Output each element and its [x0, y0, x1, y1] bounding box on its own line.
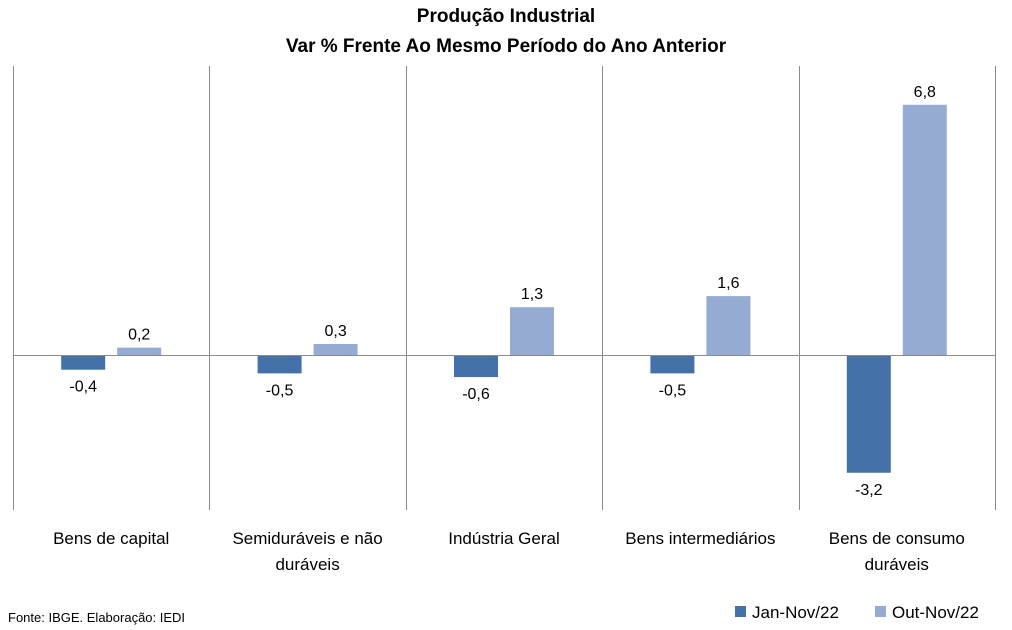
category-label: Indústria Geral: [448, 529, 560, 548]
category-label: Bens de consumo: [829, 529, 965, 548]
bar-out-nov: [117, 347, 162, 355]
data-label: -0,5: [266, 382, 294, 399]
data-label: -0,4: [69, 379, 97, 396]
bar-jan-nov: [61, 355, 106, 370]
chart-subtitle: Var % Frente Ao Mesmo Período do Ano Ant…: [285, 36, 727, 57]
bar-out-nov: [510, 307, 554, 355]
data-label: -0,6: [462, 386, 490, 403]
category-label: Bens de capital: [53, 529, 169, 548]
data-label: 1,3: [521, 286, 543, 303]
data-label: 6,8: [914, 84, 936, 101]
data-label: 0,3: [324, 323, 346, 340]
data-label: 1,6: [717, 275, 739, 292]
legend-label: Out-Nov/22: [892, 603, 979, 622]
chart-title: Produção Industrial: [416, 6, 596, 27]
legend-label: Jan-Nov/22: [752, 603, 839, 622]
bar-jan-nov: [846, 355, 891, 473]
bar-out-nov: [706, 296, 751, 355]
data-label: -0,5: [659, 382, 687, 399]
bar-jan-nov: [650, 355, 695, 374]
bar-out-nov: [313, 343, 358, 355]
category-label: duráveis: [275, 555, 339, 574]
data-label: 0,2: [128, 327, 150, 344]
bar-out-nov: [902, 104, 947, 355]
legend-swatch: [875, 606, 886, 617]
category-label: Bens intermediários: [625, 529, 775, 548]
category-label: Semiduráveis e não: [232, 529, 382, 548]
legend-swatch: [735, 606, 746, 617]
bar-jan-nov: [257, 355, 302, 374]
source-note: Fonte: IBGE. Elaboração: IEDI: [8, 610, 185, 625]
bar-jan-nov: [454, 355, 498, 378]
category-label: duráveis: [865, 555, 929, 574]
data-label: -3,2: [855, 482, 883, 499]
